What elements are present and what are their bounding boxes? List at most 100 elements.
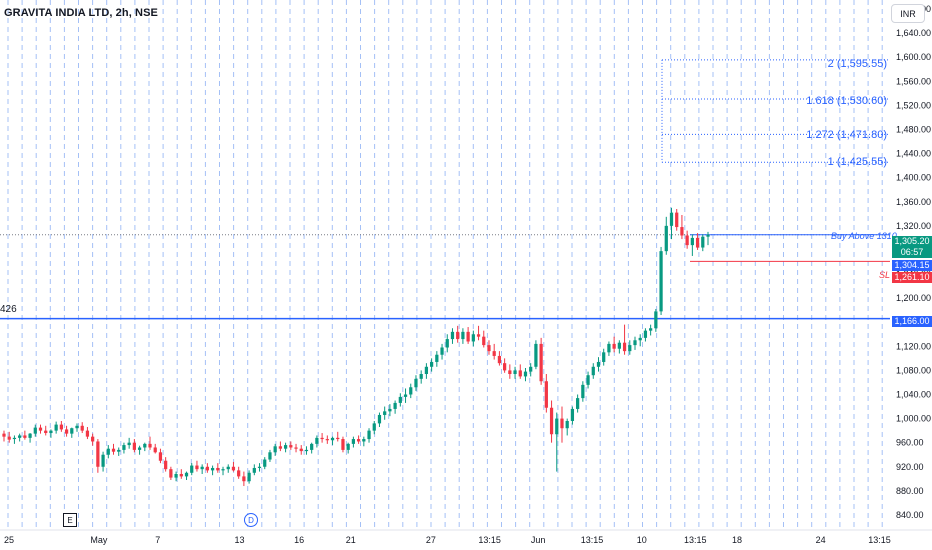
- candle-body: [237, 470, 241, 477]
- candle-body: [96, 441, 100, 467]
- dividend-marker[interactable]: D: [244, 513, 258, 527]
- candle-body: [482, 336, 486, 346]
- candle-body: [638, 337, 642, 341]
- candle-body: [210, 467, 215, 471]
- candle-body: [581, 384, 585, 399]
- candle-body: [664, 225, 668, 252]
- candle-body: [518, 370, 522, 377]
- candle-body: [654, 311, 658, 329]
- symbol-title[interactable]: GRAVITA INDIA LTD, 2h, NSE: [4, 7, 158, 19]
- currency-button[interactable]: INR: [891, 4, 925, 23]
- candle-body: [38, 427, 43, 431]
- candle-body: [544, 381, 548, 408]
- y-tick-label: 1,600.00: [896, 52, 931, 62]
- candle-body: [64, 429, 69, 434]
- candle-body: [450, 331, 455, 340]
- candle-body: [383, 411, 387, 415]
- candle-body: [523, 371, 528, 377]
- candle-body: [706, 234, 710, 237]
- candle-body: [28, 433, 32, 438]
- candle-body: [503, 363, 507, 371]
- x-tick-label: 18: [732, 535, 742, 545]
- candle-body: [85, 430, 90, 437]
- candle-body: [643, 330, 648, 338]
- candle-body: [649, 328, 653, 331]
- horizontal-lines: [0, 59, 890, 320]
- candle-body: [435, 354, 439, 362]
- candle-body: [461, 331, 465, 340]
- candle-body: [148, 443, 152, 448]
- candle-body: [690, 237, 694, 246]
- candle-body: [117, 449, 121, 452]
- y-tick-label: 1,080.00: [896, 365, 931, 375]
- candle-body: [596, 361, 601, 367]
- y-tick-label: 1,200.00: [896, 293, 931, 303]
- candle-body: [398, 396, 402, 403]
- candle-body: [221, 469, 225, 471]
- candle-body: [513, 370, 517, 375]
- candle-body: [283, 445, 288, 449]
- candle-body: [91, 436, 95, 442]
- y-tick-label: 1,120.00: [896, 341, 931, 351]
- candle-body: [294, 447, 298, 449]
- candle-body: [466, 331, 470, 342]
- candle-body: [628, 345, 632, 352]
- x-tick-label: 27: [426, 535, 436, 545]
- candle-body: [257, 466, 262, 468]
- x-tick-label: 7: [155, 535, 160, 545]
- candle-body: [622, 342, 627, 352]
- candle-body: [7, 436, 11, 440]
- candle-body: [377, 414, 382, 424]
- candle-body: [18, 435, 22, 438]
- candle-body: [12, 437, 17, 440]
- candle-body: [101, 454, 105, 467]
- candle-body: [356, 439, 361, 442]
- candle-body: [576, 398, 580, 409]
- candle-body: [158, 452, 163, 461]
- candle-body: [372, 423, 376, 431]
- candle-body: [591, 366, 595, 376]
- candle-body: [560, 418, 564, 429]
- candle-body: [226, 466, 230, 470]
- x-tick-label: 10: [637, 535, 647, 545]
- candle-body: [508, 370, 512, 375]
- candle-body: [263, 459, 267, 467]
- candle-body: [346, 443, 350, 450]
- y-tick-label: 880.00: [896, 486, 924, 496]
- candle-body: [169, 469, 173, 478]
- candle-body: [325, 439, 329, 441]
- candle-body: [23, 435, 27, 438]
- x-axis-bg: [0, 530, 932, 550]
- candle-body: [315, 437, 319, 444]
- candle-body: [247, 472, 251, 482]
- fib-label-1272: 1.272 (1,471.80): [806, 129, 887, 141]
- sl-price-tag: 1,261.10: [892, 272, 932, 283]
- candle-body: [49, 430, 53, 434]
- candle-body: [330, 437, 335, 441]
- x-tick-label: May: [90, 535, 108, 545]
- x-tick-label: 13:15: [581, 535, 604, 545]
- candle-body: [492, 351, 496, 356]
- candle-body: [127, 442, 131, 446]
- candle-body: [471, 334, 475, 342]
- vertical-grid: [7, 0, 883, 530]
- candle-body: [429, 361, 434, 367]
- x-tick-label: 13:15: [478, 535, 501, 545]
- candle-body: [388, 408, 392, 412]
- y-tick-label: 1,640.00: [896, 28, 931, 38]
- candle-body: [419, 374, 423, 379]
- x-tick-label: 24: [816, 535, 826, 545]
- candle-body: [320, 437, 324, 440]
- y-tick-label: 1,560.00: [896, 76, 931, 86]
- candle-body: [299, 448, 303, 452]
- earnings-marker[interactable]: E: [63, 513, 77, 527]
- x-tick-label: 25: [4, 535, 14, 545]
- candle-body: [633, 340, 637, 346]
- candle-body: [341, 439, 345, 450]
- last-price-tag: 1,305.20: [892, 236, 932, 247]
- candle-body: [565, 420, 569, 429]
- candle-body: [476, 334, 481, 337]
- candle-body: [607, 343, 611, 353]
- y-tick-label: 1,000.00: [896, 414, 931, 424]
